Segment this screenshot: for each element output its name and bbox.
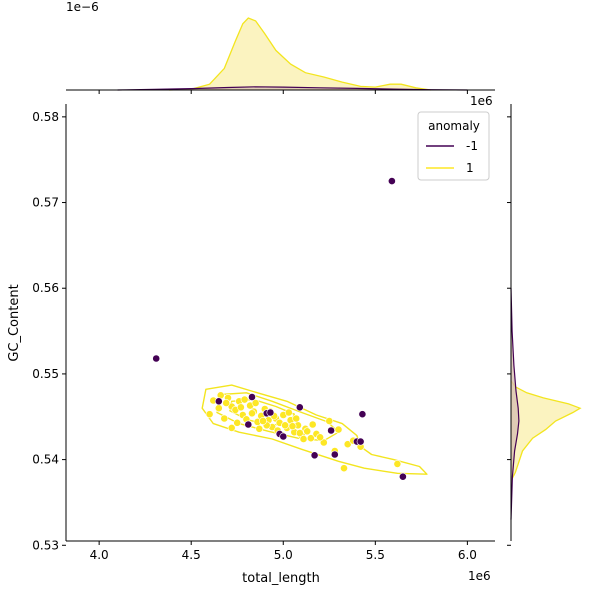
scatter-point-normal-56 [248,409,256,418]
scatter-point-normal-37 [284,408,293,417]
scatter-point-normal-60 [292,414,301,423]
top-marginal-offset-label: 1e−6 [66,0,99,14]
scatter-point-anomaly-10 [310,451,319,460]
y-tick-label-3: 0.56 [32,281,59,295]
scatter-point-anomaly-4 [244,420,253,429]
x-tick-label-0: 4.0 [90,548,109,562]
scatter-point-anomaly-11 [327,426,335,435]
scatter-point-normal-40 [233,418,242,427]
right-density-fill-1 [511,380,581,481]
x-axis-offset-label: 1e6 [468,569,491,583]
scatter-point-normal-42 [255,424,264,433]
scatter-point-anomaly-15 [358,410,367,419]
x-tick-label-2: 5.0 [274,548,293,562]
scatter-point-normal-50 [393,459,402,468]
x-tick-label-1: 4.5 [182,548,201,562]
x-tick-label-3: 5.5 [366,548,385,562]
legend: anomaly -1 1 [417,111,490,181]
axes: 4.0 4.5 5.0 5.5 6.0 0.53 0.54 0.55 0.56 0.57 0.58 [32,104,495,562]
scatter-point-anomaly-2 [214,397,223,406]
scatter-point-normal-59 [281,421,289,430]
scatter-point-normal-39 [308,420,317,429]
scatter-point-normal-29 [343,440,352,449]
top-density-line-1 [169,17,431,91]
scatter-point-anomaly-1 [387,177,396,185]
scatter-point-anomaly-12 [330,450,339,459]
y-tick-label-2: 0.55 [32,367,59,381]
scatter-point-anomaly-3 [248,393,256,401]
y-tick-label-1: 0.54 [32,453,59,467]
scatter-point-anomaly-0 [152,354,161,363]
scatter-point-normal-38 [295,429,304,437]
right-marginal-offset-label: 1e6 [470,94,493,108]
top-marginal-density [66,17,495,94]
top-density-line-anomaly [117,86,468,91]
scatter-point-normal-47 [316,433,324,442]
scatter-point-normal-31 [220,414,229,423]
x-tick-label-4: 6.0 [458,548,477,562]
x-axis-label: total_length [242,571,320,586]
scatter-point-normal-45 [288,422,297,431]
legend-title: anomaly [428,119,480,133]
y-axis-label: GC_Content [7,284,22,361]
scatter-point-normal-27 [325,417,334,425]
kde-contour-0 [201,384,428,475]
main-scatter-area [152,177,428,481]
top-density-fill-1 [169,18,431,90]
y-tick-label-4: 0.57 [32,196,59,210]
scatter-point-normal-30 [205,410,214,419]
right-density-line-anomaly [510,288,520,520]
scatter-point-anomaly-16 [398,472,407,481]
scatter-point-normal-49 [340,464,348,473]
y-tick-label-0: 0.53 [32,538,59,552]
scatter-point-normal-54 [222,399,231,407]
scatter-point-normal-34 [251,399,260,407]
right-marginal-density [507,104,582,546]
scatter-point-anomaly-8 [279,432,288,441]
scatter-point-anomaly-14 [356,437,365,446]
scatter-point-normal-33 [240,395,249,404]
scatter-point-normal-28 [334,425,343,434]
scatter-point-anomaly-6 [266,408,275,417]
y-tick-label-5: 0.58 [32,110,59,124]
scatter-point-normal-46 [299,435,308,443]
scatter-point-normal-61 [303,427,312,436]
scatter-point-normal-55 [236,403,245,412]
legend-label-1: 1 [466,161,474,175]
scatter-point-normal-32 [227,423,236,432]
legend-label-0: -1 [466,139,478,153]
scatter-point-anomaly-9 [295,403,304,412]
scatter-point-normal-57 [259,417,267,425]
right-density-line-1 [510,380,582,482]
scatter-point-normal-53 [214,404,223,413]
right-density-fill-anomaly [511,288,519,520]
